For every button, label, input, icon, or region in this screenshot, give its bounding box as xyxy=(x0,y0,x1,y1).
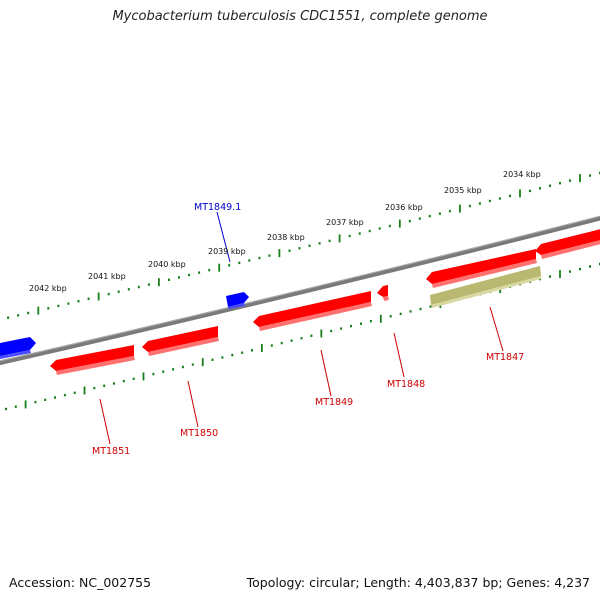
gene-unnamed-1[interactable] xyxy=(426,249,537,288)
tick-label-2038: 2038 kbp xyxy=(267,233,305,242)
gene-label-MT1850[interactable]: MT1850 xyxy=(180,428,218,439)
gene-unnamed-2[interactable] xyxy=(535,228,600,259)
gene-MT1847-pseudo[interactable] xyxy=(430,266,541,308)
genome-summary: Topology: circular; Length: 4,403,837 bp… xyxy=(246,575,590,590)
gene-MT1851[interactable] xyxy=(50,345,135,375)
tick-label-2034: 2034 kbp xyxy=(503,170,541,179)
map-title: Mycobacterium tuberculosis CDC1551, comp… xyxy=(112,9,488,24)
gene-label-MT1848[interactable]: MT1848 xyxy=(387,379,425,390)
gene-label-MT1849[interactable]: MT1849 xyxy=(315,397,353,408)
tick-label-2035: 2035 kbp xyxy=(444,186,482,195)
gene-unnamed-left[interactable] xyxy=(0,337,36,360)
tick-label-2042: 2042 kbp xyxy=(29,284,67,293)
tick-label-2040: 2040 kbp xyxy=(148,260,186,269)
inner-scale xyxy=(5,262,600,411)
genome-backbone xyxy=(0,215,600,366)
tick-label-2039: 2039 kbp xyxy=(208,247,246,256)
tick-labels: 2042 kbp 2041 kbp 2040 kbp 2039 kbp 2038… xyxy=(29,170,541,293)
gene-MT1850[interactable] xyxy=(142,326,219,356)
gene-MT1849[interactable] xyxy=(253,291,372,331)
tick-label-2037: 2037 kbp xyxy=(326,218,364,227)
gene-labels: MT1849.1 MT1851 MT1850 MT1849 MT1848 MT1… xyxy=(92,202,524,457)
tick-label-2036: 2036 kbp xyxy=(385,203,423,212)
label-leaders xyxy=(99,211,504,445)
gene-MT1849.1[interactable] xyxy=(226,292,249,309)
gene-MT1848[interactable] xyxy=(377,285,389,301)
gene-label-MT1851[interactable]: MT1851 xyxy=(92,446,130,457)
outer-scale xyxy=(7,171,600,319)
gene-label-MT1849.1[interactable]: MT1849.1 xyxy=(194,202,241,213)
accession-text: Accession: NC_002755 xyxy=(9,575,152,590)
tick-label-2041: 2041 kbp xyxy=(88,272,126,281)
gene-label-MT1847[interactable]: MT1847 xyxy=(486,352,524,363)
